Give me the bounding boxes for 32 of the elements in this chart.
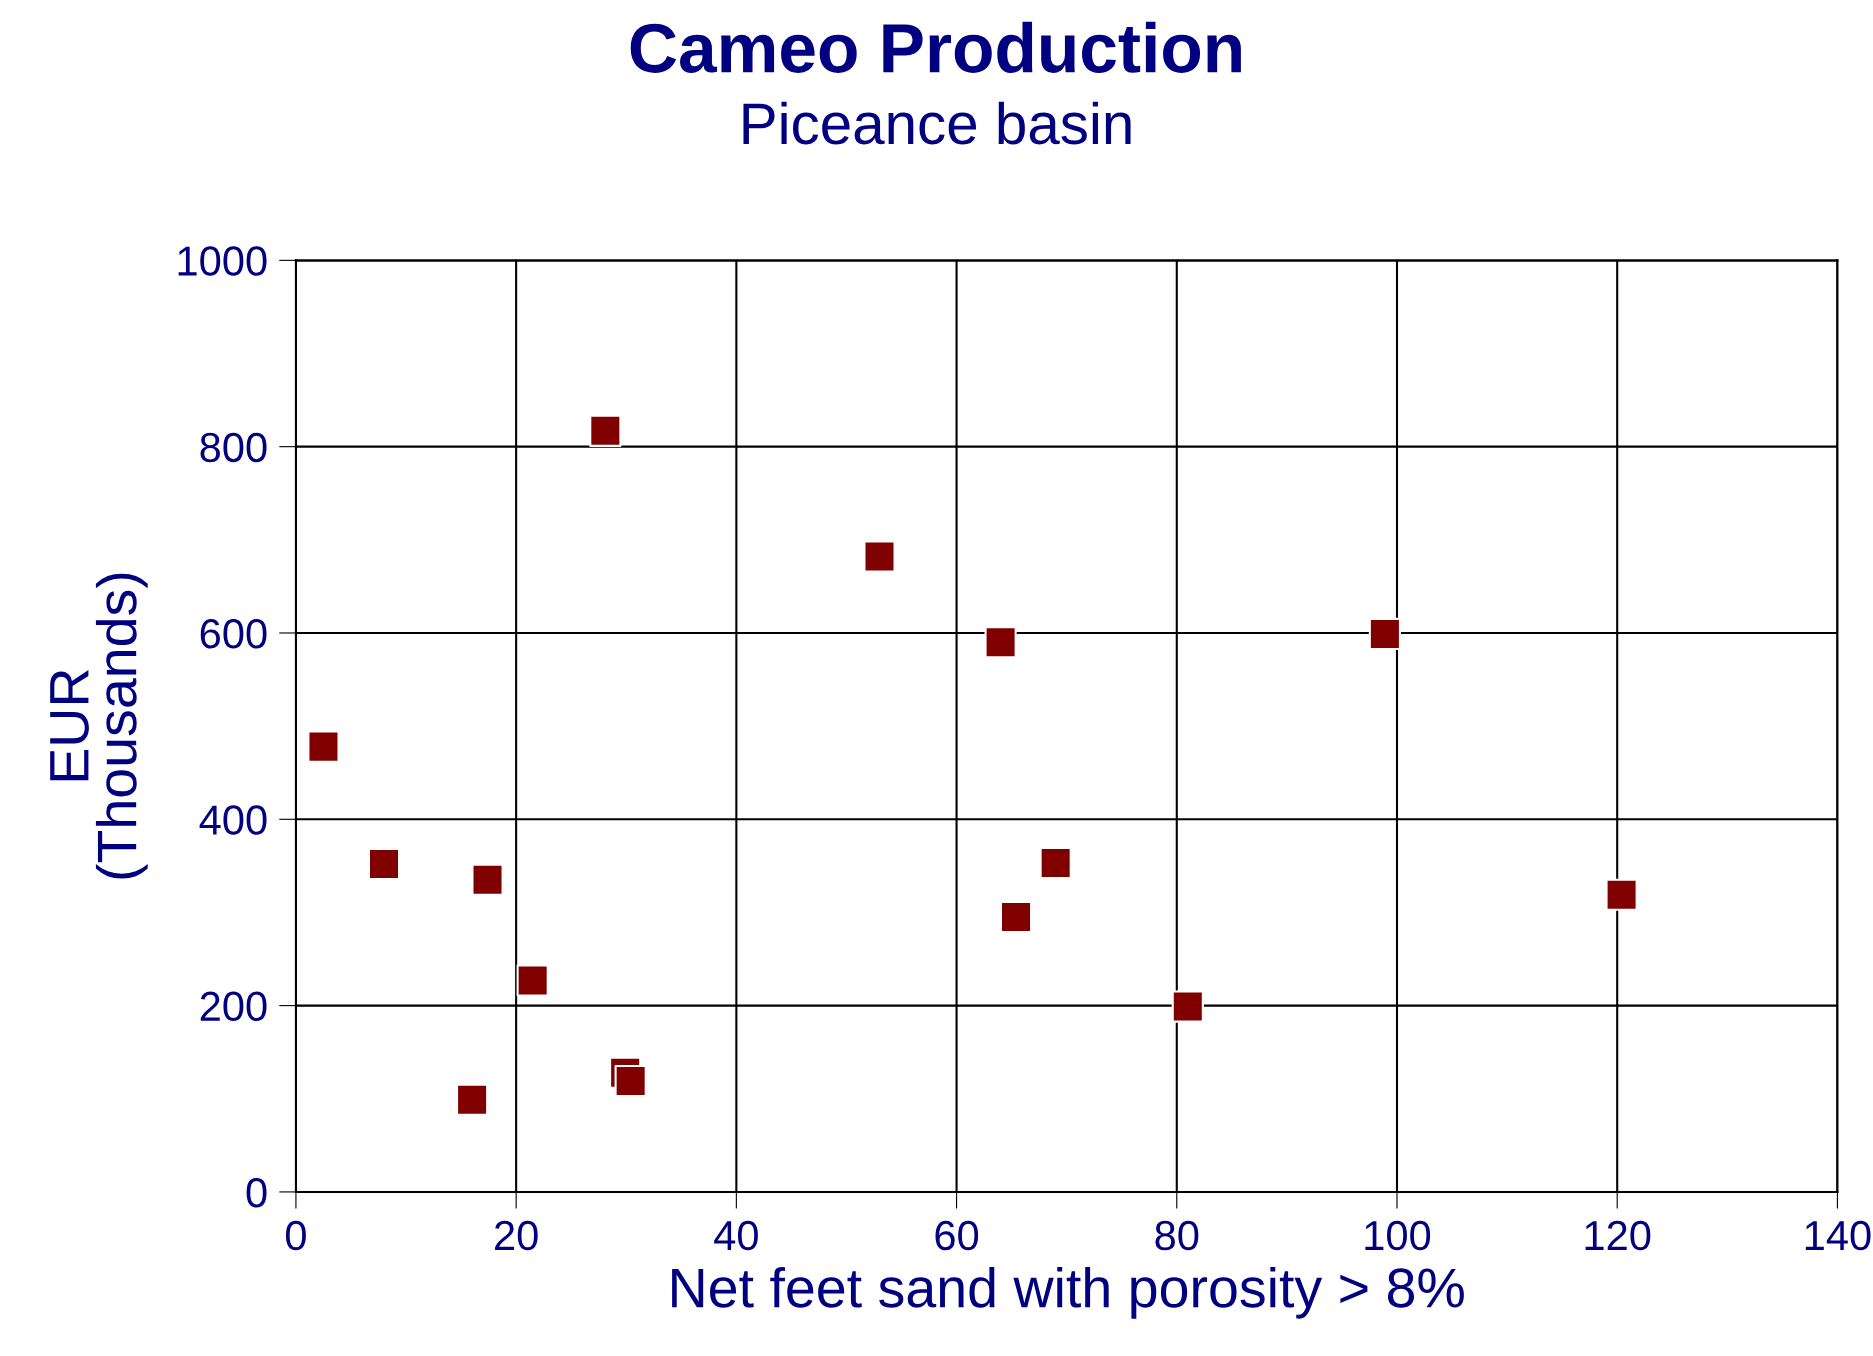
- point: [471, 863, 504, 896]
- x-axis-title: Net feet sand with porosity > 8%: [672, 1266, 1464, 1319]
- point: [999, 901, 1033, 934]
- x-tick-label: 140: [1805, 1220, 1871, 1251]
- point: [614, 1064, 647, 1098]
- chart-subtitle: Piceance basin: [743, 101, 1131, 145]
- y-tick-label: 400: [199, 805, 267, 835]
- point: [984, 626, 1017, 659]
- point: [1039, 846, 1072, 880]
- x-tick-label: 0: [285, 1220, 306, 1251]
- y-axis-title: EUR (Thousands): [50, 573, 148, 879]
- chart-title: Cameo Production: [630, 21, 1241, 73]
- x-tick-label: 40: [714, 1220, 758, 1251]
- x-tick-label: 100: [1365, 1220, 1431, 1251]
- point: [367, 847, 401, 881]
- point: [516, 964, 549, 997]
- y-tick-label: 800: [200, 432, 267, 463]
- y-tick-label: 1000: [178, 246, 267, 276]
- x-tick-label: 20: [495, 1220, 538, 1251]
- point: [1605, 878, 1638, 911]
- x-tick-label: 120: [1585, 1220, 1651, 1251]
- y-tick-label: 600: [200, 618, 267, 649]
- point: [307, 730, 340, 763]
- y-tick-label: 0: [246, 1177, 267, 1208]
- x-tick-label: 80: [1155, 1220, 1199, 1251]
- point: [589, 414, 622, 447]
- point: [1171, 990, 1204, 1023]
- y-tick-label: 200: [200, 991, 267, 1022]
- point: [1368, 617, 1401, 651]
- x-tick-label: 60: [935, 1220, 979, 1251]
- point: [863, 540, 896, 573]
- point: [456, 1083, 489, 1116]
